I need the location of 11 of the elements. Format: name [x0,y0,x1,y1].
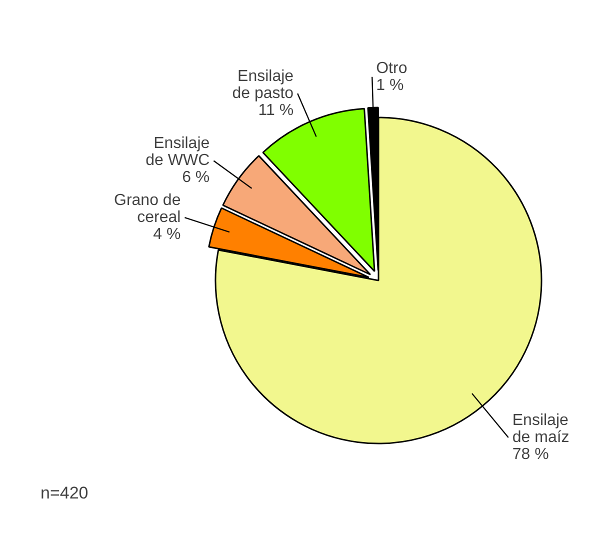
slice-label: Ensilaje de pasto [232,68,294,102]
slice-label: Grano de cereal [114,192,181,226]
data-label: 6 % [182,169,210,186]
slice-label: Ensilaje de WWC [146,135,210,170]
data-label: 78 % [512,446,549,463]
slice-label: Otro [376,60,408,77]
slice-label: Ensilaje de maíz [512,412,570,446]
data-label: 4 % [153,226,181,244]
data-label: 1 % [376,76,404,94]
text: n=420 [40,484,88,502]
data-label: 11 % [258,102,294,120]
